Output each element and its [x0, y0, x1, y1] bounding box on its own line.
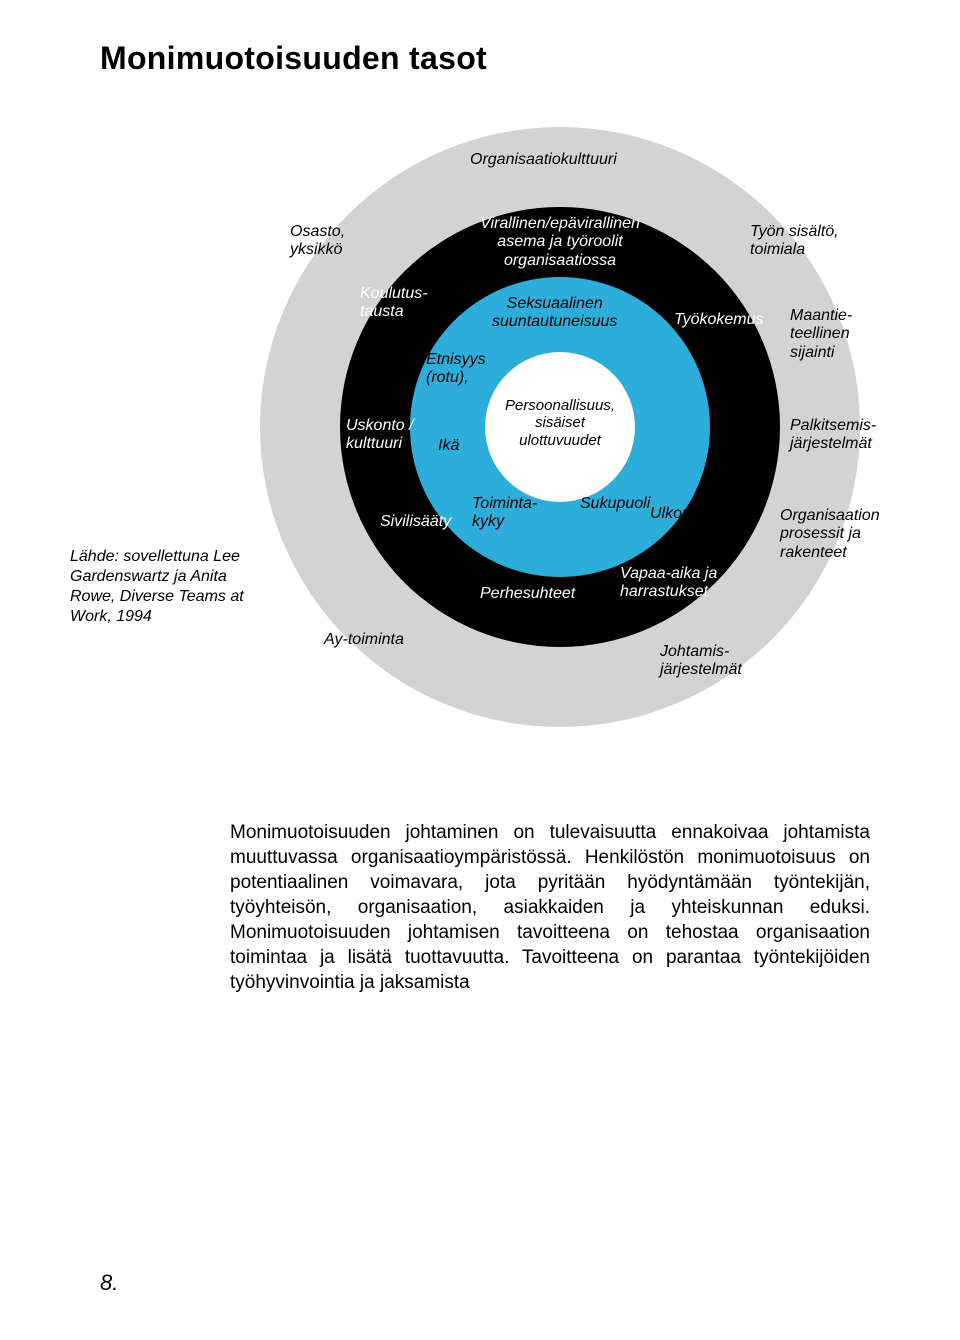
- blue-label-top: Seksuaalinen suuntautuneisuus: [492, 295, 617, 332]
- black-label-upper-left: Koulutus- tausta: [360, 285, 428, 322]
- black-label-right-upper: Työkokemus: [674, 311, 764, 329]
- black-label-top: Virallinen/epävirallinen asema ja työroo…: [470, 215, 650, 270]
- black-label-bottom: Perhesuhteet: [480, 585, 575, 603]
- source-citation: Lähde: sovellettuna Lee Gardenswartz ja …: [70, 547, 260, 627]
- grey-label-top-right: Työn sisältö, toimiala: [750, 223, 839, 260]
- blue-label-bottom-right: Sukupuoli: [580, 495, 650, 513]
- core-label: Persoonallisuus, sisäiset ulottuvuudet: [492, 397, 628, 449]
- grey-label-right-upper: Maantie- teellinen sijainti: [790, 307, 852, 362]
- blue-label-left-upper: Etnisyys (rotu),: [426, 351, 486, 388]
- grey-label-top-left: Osasto, yksikkö: [290, 223, 345, 260]
- page-number: 8.: [100, 1270, 118, 1296]
- grey-ring-header: Organisaatiokulttuuri: [470, 151, 617, 169]
- diversity-levels-diagram: Organisaatiokulttuuri Osasto, yksikkö Ty…: [80, 107, 860, 747]
- black-label-left-lower: Sivilisääty: [380, 513, 451, 531]
- blue-label-right: Ulkonäkö: [650, 505, 717, 523]
- document-page: Monimuotoisuuden tasot Organisaatiokultt…: [0, 0, 960, 1340]
- blue-label-bottom-left: Toiminta- kyky: [472, 495, 537, 532]
- blue-label-left-lower: Ikä: [438, 437, 459, 455]
- grey-label-bottom-right: Johtamis- järjestelmät: [660, 643, 742, 680]
- page-title: Monimuotoisuuden tasot: [100, 40, 880, 77]
- grey-label-bottom-left: Ay-toiminta: [324, 631, 404, 649]
- black-label-left-mid: Uskonto / kulttuuri: [346, 417, 414, 454]
- grey-label-right-lower: Organisaation prosessit ja rakenteet: [780, 507, 880, 562]
- grey-label-right-mid: Palkitsemis- järjestelmät: [790, 417, 876, 454]
- body-paragraph: Monimuotoisuuden johtaminen on tulevaisu…: [230, 820, 870, 996]
- black-label-right-lower: Vapaa-aika ja harrastukset: [620, 565, 717, 602]
